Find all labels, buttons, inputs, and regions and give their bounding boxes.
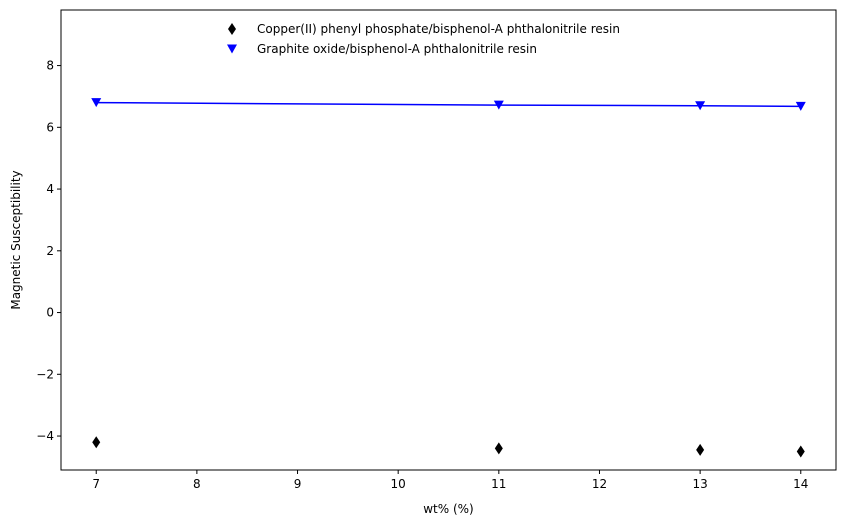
y-tick-label: −4 (36, 429, 54, 443)
y-tick-label: 2 (46, 244, 54, 258)
y-tick-label: 4 (46, 182, 54, 196)
axes-frame (60, 9, 837, 471)
data-point (91, 98, 102, 108)
legend-item: Copper(II) phenyl phosphate/bisphenol-A … (228, 22, 620, 36)
legend-item: Graphite oxide/bisphenol-A phthalonitril… (227, 42, 537, 56)
series-2 (91, 98, 806, 111)
x-tick-label: 8 (193, 477, 201, 491)
x-tick-label: 7 (92, 477, 100, 491)
legend-label: Copper(II) phenyl phosphate/bisphenol-A … (257, 22, 620, 36)
legend: Copper(II) phenyl phosphate/bisphenol-A … (227, 22, 620, 56)
data-point (494, 442, 503, 455)
data-point (92, 436, 101, 449)
data-point (696, 443, 705, 456)
x-tick-label: 14 (793, 477, 808, 491)
x-tick-label: 13 (692, 477, 707, 491)
x-tick-label: 10 (391, 477, 406, 491)
legend-marker (228, 23, 236, 35)
x-axis: 7 8 9 10 11 12 13 14 (92, 470, 808, 491)
x-tick-label: 12 (592, 477, 607, 491)
data-point (695, 101, 706, 111)
y-tick-label: 6 (46, 120, 54, 134)
plot-area (91, 98, 806, 458)
y-tick-label: −2 (36, 367, 54, 381)
legend-marker (227, 44, 237, 54)
legend-label: Graphite oxide/bisphenol-A phthalonitril… (257, 42, 537, 56)
y-tick-label: 8 (46, 59, 54, 73)
data-point (795, 101, 806, 111)
x-axis-label: wt% (%) (423, 502, 474, 516)
x-tick-label: 11 (491, 477, 506, 491)
series-1 (92, 436, 805, 458)
y-axis: −4 −2 0 2 4 6 8 (36, 59, 61, 443)
data-point (493, 100, 504, 110)
y-tick-label: 0 (46, 306, 54, 320)
series-line (96, 101, 801, 108)
data-point (796, 445, 805, 458)
x-tick-label: 9 (294, 477, 302, 491)
y-axis-label: Magnetic Susceptibility (9, 170, 23, 309)
